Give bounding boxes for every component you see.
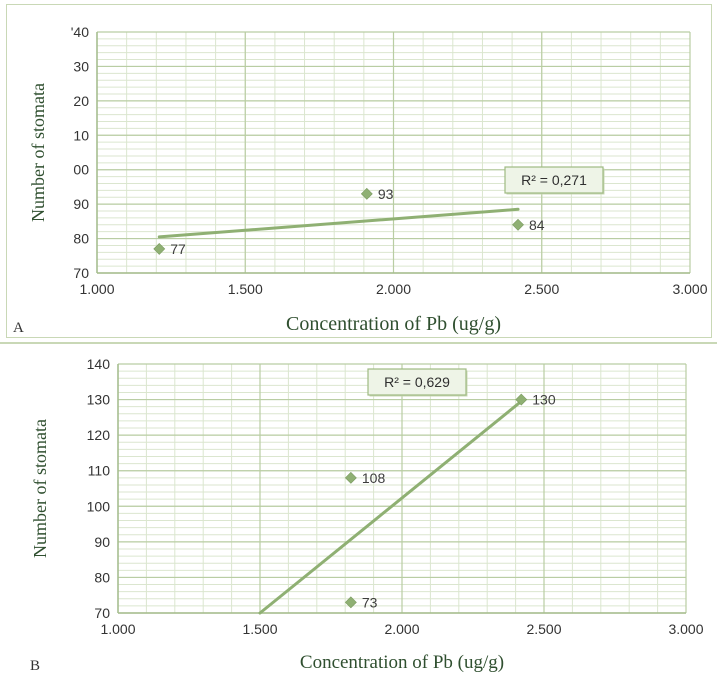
data-label: 84 xyxy=(529,217,545,233)
y-tick-label: 30 xyxy=(73,58,89,74)
y-tick-label: 130 xyxy=(87,392,111,408)
panel-letter: A xyxy=(13,320,24,336)
y-axis-title: Number of stomata xyxy=(28,83,48,222)
x-tick-label: 1.500 xyxy=(242,621,277,637)
y-tick-label: 90 xyxy=(94,534,110,550)
y-tick-label: 80 xyxy=(73,231,89,247)
x-tick-label: 2.500 xyxy=(524,281,559,297)
x-tick-label: 1.000 xyxy=(79,281,114,297)
data-point xyxy=(512,218,524,231)
trendline xyxy=(258,399,523,615)
x-tick-label: 1.500 xyxy=(228,281,263,297)
r-squared-box xyxy=(504,166,604,194)
data-point xyxy=(344,471,357,484)
chart-a-svg: 70 80 90 00 10 20 30 '40 1.000 1.500 2.000 2.500 3.0… xyxy=(13,24,708,336)
r-squared-box xyxy=(367,368,467,396)
x-tick-label: 2.000 xyxy=(376,281,411,297)
y-tick-label: 80 xyxy=(94,569,110,585)
y-tick-label: 120 xyxy=(87,427,111,443)
data-point xyxy=(515,393,528,406)
y-tick-label: '40 xyxy=(71,24,89,40)
x-axis-title: Concentration of Pb (ug/g) xyxy=(286,313,501,335)
chart-panel-b: 70 80 90 100 110 120 130 140 1.000 1.500 2.000 2.50… xyxy=(0,346,717,680)
y-tick-label: 70 xyxy=(94,605,110,621)
trendline xyxy=(157,207,520,239)
x-tick-label: 2.500 xyxy=(526,621,561,637)
r-squared-label: R² = 0,629 xyxy=(384,374,450,390)
chart-b-svg: 70 80 90 100 110 120 130 140 1.000 1.500 2.000 2.50… xyxy=(30,356,704,674)
y-tick-label: 10 xyxy=(73,127,89,143)
data-label: 93 xyxy=(378,186,394,202)
data-label: 77 xyxy=(170,241,186,257)
data-label: 108 xyxy=(362,470,386,486)
x-tick-label: 3.000 xyxy=(668,621,703,637)
data-label: 73 xyxy=(362,594,378,610)
data-label: 130 xyxy=(532,392,556,408)
panel-letter: B xyxy=(30,658,40,674)
y-tick-label: 00 xyxy=(73,162,89,178)
chart-panel-a: 70 80 90 00 10 20 30 '40 1.000 1.500 2.000 2.500 3.0… xyxy=(0,4,717,344)
y-tick-label: 100 xyxy=(87,498,111,514)
chart-frame-a xyxy=(6,4,712,338)
data-point xyxy=(153,242,166,255)
data-point xyxy=(360,187,373,200)
x-tick-label: 3.000 xyxy=(672,281,707,297)
y-axis-title: Number of stomata xyxy=(30,419,50,558)
y-tick-label: 70 xyxy=(73,265,89,281)
y-tick-label: 90 xyxy=(73,196,89,212)
r-squared-label: R² = 0,271 xyxy=(521,172,587,188)
y-tick-label: 140 xyxy=(87,356,111,372)
y-tick-label: 110 xyxy=(88,463,111,479)
y-tick-label: 20 xyxy=(73,93,89,109)
x-tick-label: 1.000 xyxy=(100,621,135,637)
x-axis-title: Concentration of Pb (ug/g) xyxy=(300,652,504,673)
data-point xyxy=(344,596,357,609)
x-tick-label: 2.000 xyxy=(384,621,419,637)
